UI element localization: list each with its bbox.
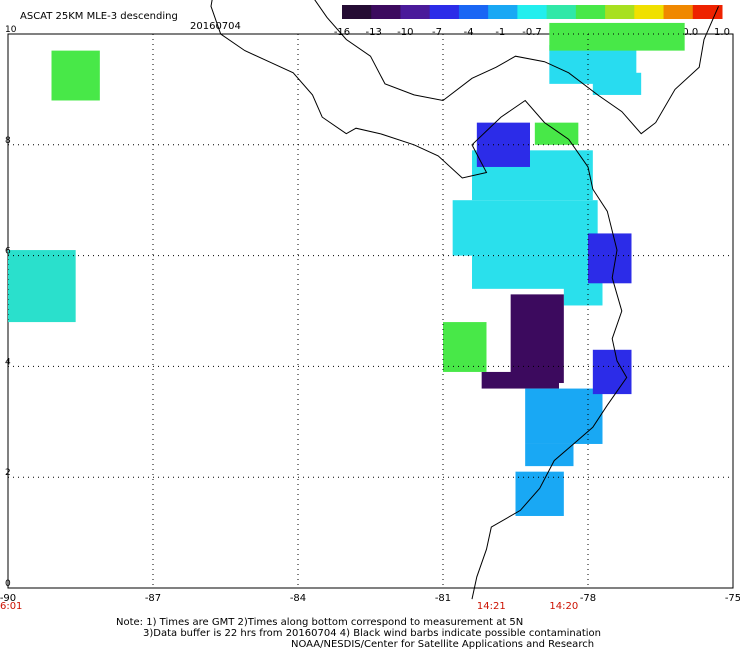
colorbar-segment — [371, 5, 401, 19]
plot-frame — [7, 33, 734, 589]
wind-cell-high — [592, 349, 632, 395]
colorbar-segment — [605, 5, 635, 19]
time-label: 14:21 — [477, 601, 506, 612]
swath-low-wind — [481, 371, 559, 389]
colorbar-tick-label: -13 — [365, 27, 381, 38]
time-label: 14:20 — [549, 601, 578, 612]
colorbar-segment — [342, 5, 372, 19]
lon-tick-label: -75 — [725, 593, 740, 604]
swath-ecuador — [525, 388, 603, 444]
lon-tick-label: -90 — [0, 593, 16, 604]
swath-panama-north — [592, 72, 642, 95]
wind-cell-green — [534, 122, 579, 145]
swath-low-wind — [510, 294, 564, 384]
lat-tick-label: 4 — [5, 357, 11, 367]
lon-tick-label: -78 — [580, 593, 596, 604]
coastline-pacific — [210, 0, 628, 600]
lon-tick-label: -87 — [145, 593, 161, 604]
colorbar-segment — [517, 5, 548, 19]
swath-colombia-pacific — [452, 200, 598, 256]
colorbar-tick-label: -4 — [464, 27, 474, 38]
colorbar-segment — [692, 5, 723, 19]
colorbar-segment — [546, 5, 577, 19]
map-title: ASCAT 25KM MLE-3 descending — [20, 11, 178, 22]
map-date: 20160704 — [190, 21, 241, 32]
colorbar-tick-label: -16 — [334, 27, 350, 38]
colorbar-tick-label: 1.0 — [714, 27, 730, 38]
coastline-caribbean — [314, 0, 719, 135]
wind-cell-green — [443, 322, 487, 372]
colorbar-tick-label: 0.0 — [682, 27, 698, 38]
colorbar-tick-label: -7 — [432, 27, 442, 38]
swath-ecuador — [515, 471, 564, 516]
colorbar-tick-label: -0.7 — [522, 27, 542, 38]
wind-cell-green — [51, 50, 100, 101]
colorbar-segment — [575, 5, 606, 19]
lon-tick-label: -81 — [435, 593, 451, 604]
lat-tick-label: 2 — [5, 468, 11, 478]
colorbar-segment — [488, 5, 518, 19]
lat-tick-label: 10 — [5, 25, 17, 35]
footer-note-line2: 3)Data buffer is 22 hrs from 20160704 4)… — [143, 628, 601, 639]
wind-cell-green — [549, 22, 685, 51]
colorbar-segment — [400, 5, 431, 19]
wind-cell-high — [588, 233, 632, 284]
swath-ecuador — [525, 443, 574, 467]
lat-tick-label: 6 — [5, 247, 11, 257]
swath-colombia-pacific — [563, 283, 603, 306]
colorbar-segment — [429, 5, 460, 19]
footer-note-line1: Note: 1) Times are GMT 2)Times along bot… — [116, 617, 524, 628]
colorbar-tick-label: -1 — [495, 27, 505, 38]
footer-credit: NOAA/NESDIS/Center for Satellite Applica… — [291, 639, 595, 650]
colorbar-segment — [634, 5, 665, 19]
colorbar-segment — [663, 5, 694, 19]
time-label: 16:01 — [0, 601, 22, 612]
lat-tick-label: 8 — [5, 136, 11, 146]
colorbar-tick-label: -10 — [397, 27, 413, 38]
colorbar-segment — [458, 5, 489, 19]
lon-tick-label: -84 — [290, 593, 306, 604]
swath-west — [8, 250, 76, 323]
